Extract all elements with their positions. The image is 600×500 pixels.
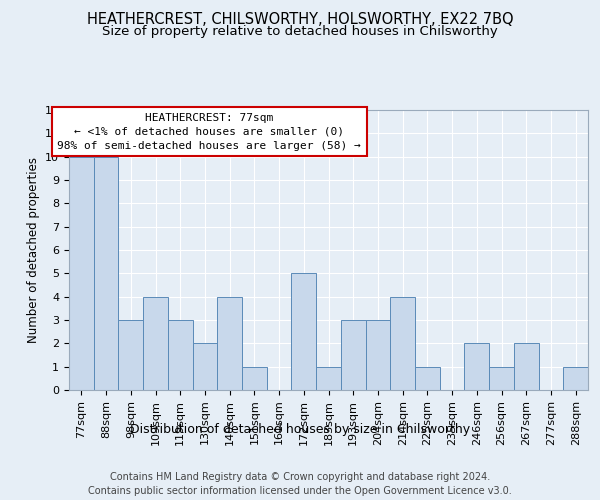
Bar: [69, 156, 94, 390]
Y-axis label: Number of detached properties: Number of detached properties: [26, 157, 40, 343]
Bar: [118, 320, 143, 390]
Bar: [168, 320, 193, 390]
Text: Contains public sector information licensed under the Open Government Licence v3: Contains public sector information licen…: [88, 486, 512, 496]
Text: Distribution of detached houses by size in Chilsworthy: Distribution of detached houses by size …: [130, 422, 470, 436]
Bar: [341, 320, 365, 390]
Bar: [415, 366, 440, 390]
Bar: [193, 344, 217, 390]
Bar: [514, 344, 539, 390]
Bar: [390, 296, 415, 390]
Bar: [489, 366, 514, 390]
Text: HEATHERCREST, CHILSWORTHY, HOLSWORTHY, EX22 7BQ: HEATHERCREST, CHILSWORTHY, HOLSWORTHY, E…: [86, 12, 514, 28]
Bar: [292, 274, 316, 390]
Text: Contains HM Land Registry data © Crown copyright and database right 2024.: Contains HM Land Registry data © Crown c…: [110, 472, 490, 482]
Bar: [94, 156, 118, 390]
Bar: [217, 296, 242, 390]
Bar: [365, 320, 390, 390]
Bar: [242, 366, 267, 390]
Bar: [563, 366, 588, 390]
Bar: [143, 296, 168, 390]
Bar: [464, 344, 489, 390]
Text: HEATHERCREST: 77sqm
← <1% of detached houses are smaller (0)
98% of semi-detache: HEATHERCREST: 77sqm ← <1% of detached ho…: [57, 113, 361, 151]
Bar: [316, 366, 341, 390]
Text: Size of property relative to detached houses in Chilsworthy: Size of property relative to detached ho…: [102, 25, 498, 38]
